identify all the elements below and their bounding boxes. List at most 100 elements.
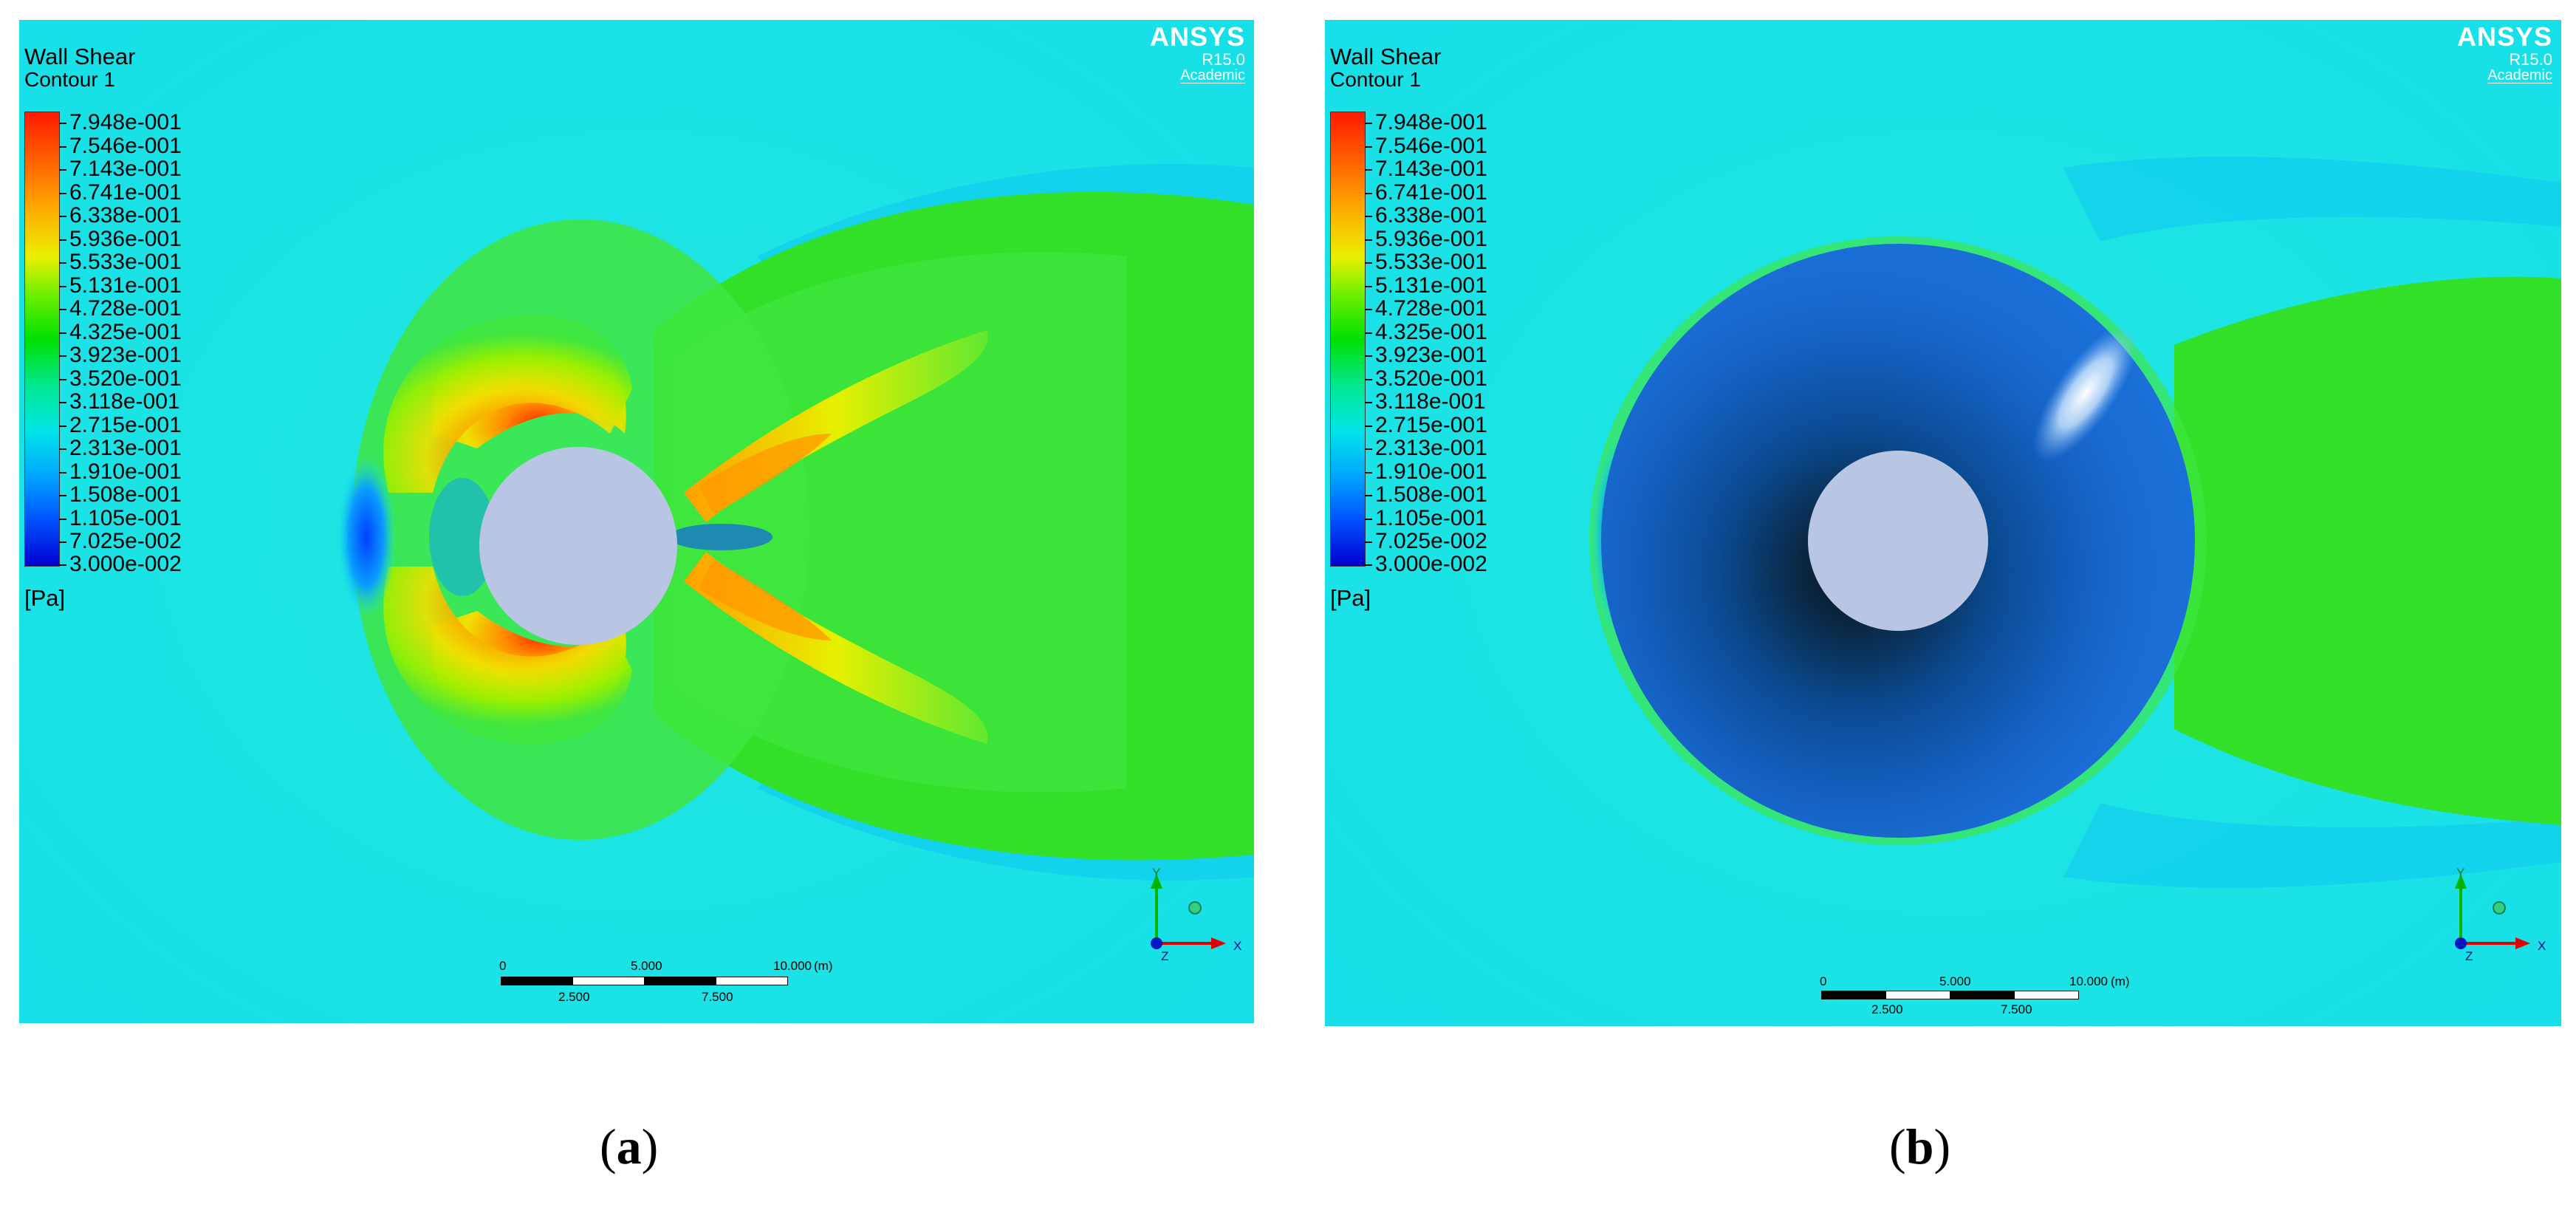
scale-unit: (m) — [814, 959, 833, 973]
colorbar-label: 7.025e-002 — [59, 529, 182, 553]
colorbar-label: 6.741e-001 — [59, 180, 182, 205]
colorbar-label: 7.948e-001 — [1365, 110, 1487, 134]
scale-label: 7.500 — [702, 990, 733, 1004]
scale-bar: 0 5.000 10.000 (m) 2.500 7.500 — [499, 959, 832, 1021]
scale-segment — [1950, 991, 2015, 999]
legend-subtitle: Contour 1 — [24, 68, 115, 91]
scale-bar: 0 5.000 10.000 (m) 2.500 7.500 — [1820, 974, 2129, 1023]
colorbar-label: 3.520e-001 — [1365, 366, 1487, 391]
colorbar-label: 1.508e-001 — [1365, 482, 1487, 507]
logo-release: R15.0 — [2509, 50, 2552, 69]
colorbar-label: 1.508e-001 — [59, 482, 182, 507]
unit-label: [Pa] — [24, 585, 66, 611]
scale-unit: (m) — [2111, 974, 2130, 988]
scale-label: 5.000 — [1939, 974, 1971, 988]
colorbar-label: 4.325e-001 — [59, 319, 182, 344]
axis-z-label: Z — [1161, 949, 1169, 963]
colorbar-label: 1.910e-001 — [59, 459, 182, 484]
scale-label: 0 — [1820, 974, 1827, 988]
colorbar-label: 1.910e-001 — [1365, 459, 1487, 484]
colorbar-label: 7.546e-001 — [1365, 133, 1487, 158]
legend-title: Wall Shear — [1330, 44, 1442, 69]
caption-b: (b) — [1889, 1118, 1950, 1176]
scale-label: 10.000 — [773, 959, 812, 973]
wall-shear-contour-field — [1325, 20, 2561, 1026]
axis-y-label: Y — [1152, 866, 1161, 880]
axis-x-label: X — [2538, 939, 2546, 953]
colorbar-label: 4.728e-001 — [59, 296, 182, 321]
contour-panel-b: Wall Shear Contour 1 7.948e-001 7.546e-0… — [1325, 20, 2561, 1026]
colorbar-label: 7.546e-001 — [59, 133, 182, 158]
axis-triad: Y X Z — [1142, 847, 1245, 973]
colorbar-label: 3.000e-002 — [1365, 552, 1487, 576]
scale-segment — [716, 977, 788, 985]
legend-title: Wall Shear — [24, 44, 136, 69]
colorbar-label: 2.715e-001 — [1365, 412, 1487, 437]
colorbar-label: 4.325e-001 — [1365, 319, 1487, 344]
scale-label: 7.500 — [2001, 1002, 2032, 1016]
scale-segment — [1885, 991, 1950, 999]
colorbar-label: 5.936e-001 — [1365, 226, 1487, 251]
colorbar-label: 3.923e-001 — [59, 343, 182, 367]
colorbar-label: 5.131e-001 — [1365, 273, 1487, 298]
colorbar-label: 5.533e-001 — [1365, 250, 1487, 274]
caption-letter: b — [1905, 1118, 1934, 1175]
scale-label: 2.500 — [1871, 1002, 1903, 1016]
unit-label: [Pa] — [1330, 585, 1371, 611]
caption-close-paren: ) — [641, 1118, 659, 1175]
colorbar-label: 5.936e-001 — [59, 226, 182, 251]
contour-panel-a: Wall Shear Contour 1 7.948e-001 7.546e-0… — [19, 20, 1254, 1023]
caption-close-paren: ) — [1933, 1118, 1951, 1175]
colorbar-label: 2.313e-001 — [1365, 436, 1487, 460]
colorbar-label: 7.143e-001 — [1365, 157, 1487, 181]
scale-label: 0 — [499, 959, 507, 973]
axis-z-label: Z — [2465, 949, 2473, 963]
ansys-logo: ANSYS R15.0 Academic — [1150, 22, 1245, 83]
colorbar-label: 7.143e-001 — [59, 157, 182, 181]
colorbar-label: 7.025e-002 — [1365, 529, 1487, 553]
colorbar-label: 6.338e-001 — [59, 203, 182, 228]
colorbar — [1330, 112, 1366, 567]
caption-open-paren: ( — [1889, 1118, 1906, 1175]
axis-triad-icon — [2455, 874, 2530, 949]
colorbar-label: 6.741e-001 — [1365, 180, 1487, 205]
colorbar-label: 5.131e-001 — [59, 273, 182, 298]
scale-segment — [501, 977, 573, 985]
scale-segment — [1821, 991, 1886, 999]
caption-a: (a) — [600, 1118, 658, 1176]
ansys-logo: ANSYS R15.0 Academic — [2457, 22, 2552, 83]
logo-release: R15.0 — [1202, 50, 1245, 69]
scale-segment — [572, 977, 645, 985]
caption-letter: a — [616, 1118, 642, 1175]
scale-segment — [644, 977, 716, 985]
colorbar-label: 1.105e-001 — [1365, 505, 1487, 530]
axis-triad: Y X Z — [2446, 847, 2549, 973]
colorbar-label: 3.923e-001 — [1365, 343, 1487, 367]
wall-shear-contour-field — [19, 20, 1254, 1023]
scale-label: 5.000 — [631, 959, 662, 973]
colorbar-label: 2.313e-001 — [59, 436, 182, 460]
colorbar-label: 3.520e-001 — [59, 366, 182, 391]
colorbar — [24, 112, 60, 567]
logo-brand: ANSYS — [2456, 21, 2552, 52]
colorbar-label: 6.338e-001 — [1365, 203, 1487, 228]
scale-label: 10.000 — [2069, 974, 2108, 988]
caption-open-paren: ( — [600, 1118, 617, 1175]
colorbar-label: 2.715e-001 — [59, 412, 182, 437]
logo-license: Academic — [1180, 67, 1245, 83]
colorbar-label: 3.000e-002 — [59, 552, 182, 576]
axis-triad-icon — [1151, 874, 1226, 949]
scale-segment — [2014, 991, 2079, 999]
legend-subtitle: Contour 1 — [1330, 68, 1421, 91]
colorbar-label: 3.118e-001 — [1365, 389, 1486, 414]
logo-brand: ANSYS — [1149, 21, 1245, 52]
logo-license: Academic — [2487, 67, 2552, 83]
scale-label: 2.500 — [558, 990, 590, 1004]
colorbar-label: 7.948e-001 — [59, 110, 182, 134]
axis-y-label: Y — [2456, 866, 2465, 880]
colorbar-label: 3.118e-001 — [59, 389, 180, 414]
colorbar-label: 5.533e-001 — [59, 250, 182, 274]
colorbar-label: 4.728e-001 — [1365, 296, 1487, 321]
colorbar-label: 1.105e-001 — [59, 505, 182, 530]
axis-x-label: X — [1233, 939, 1242, 953]
